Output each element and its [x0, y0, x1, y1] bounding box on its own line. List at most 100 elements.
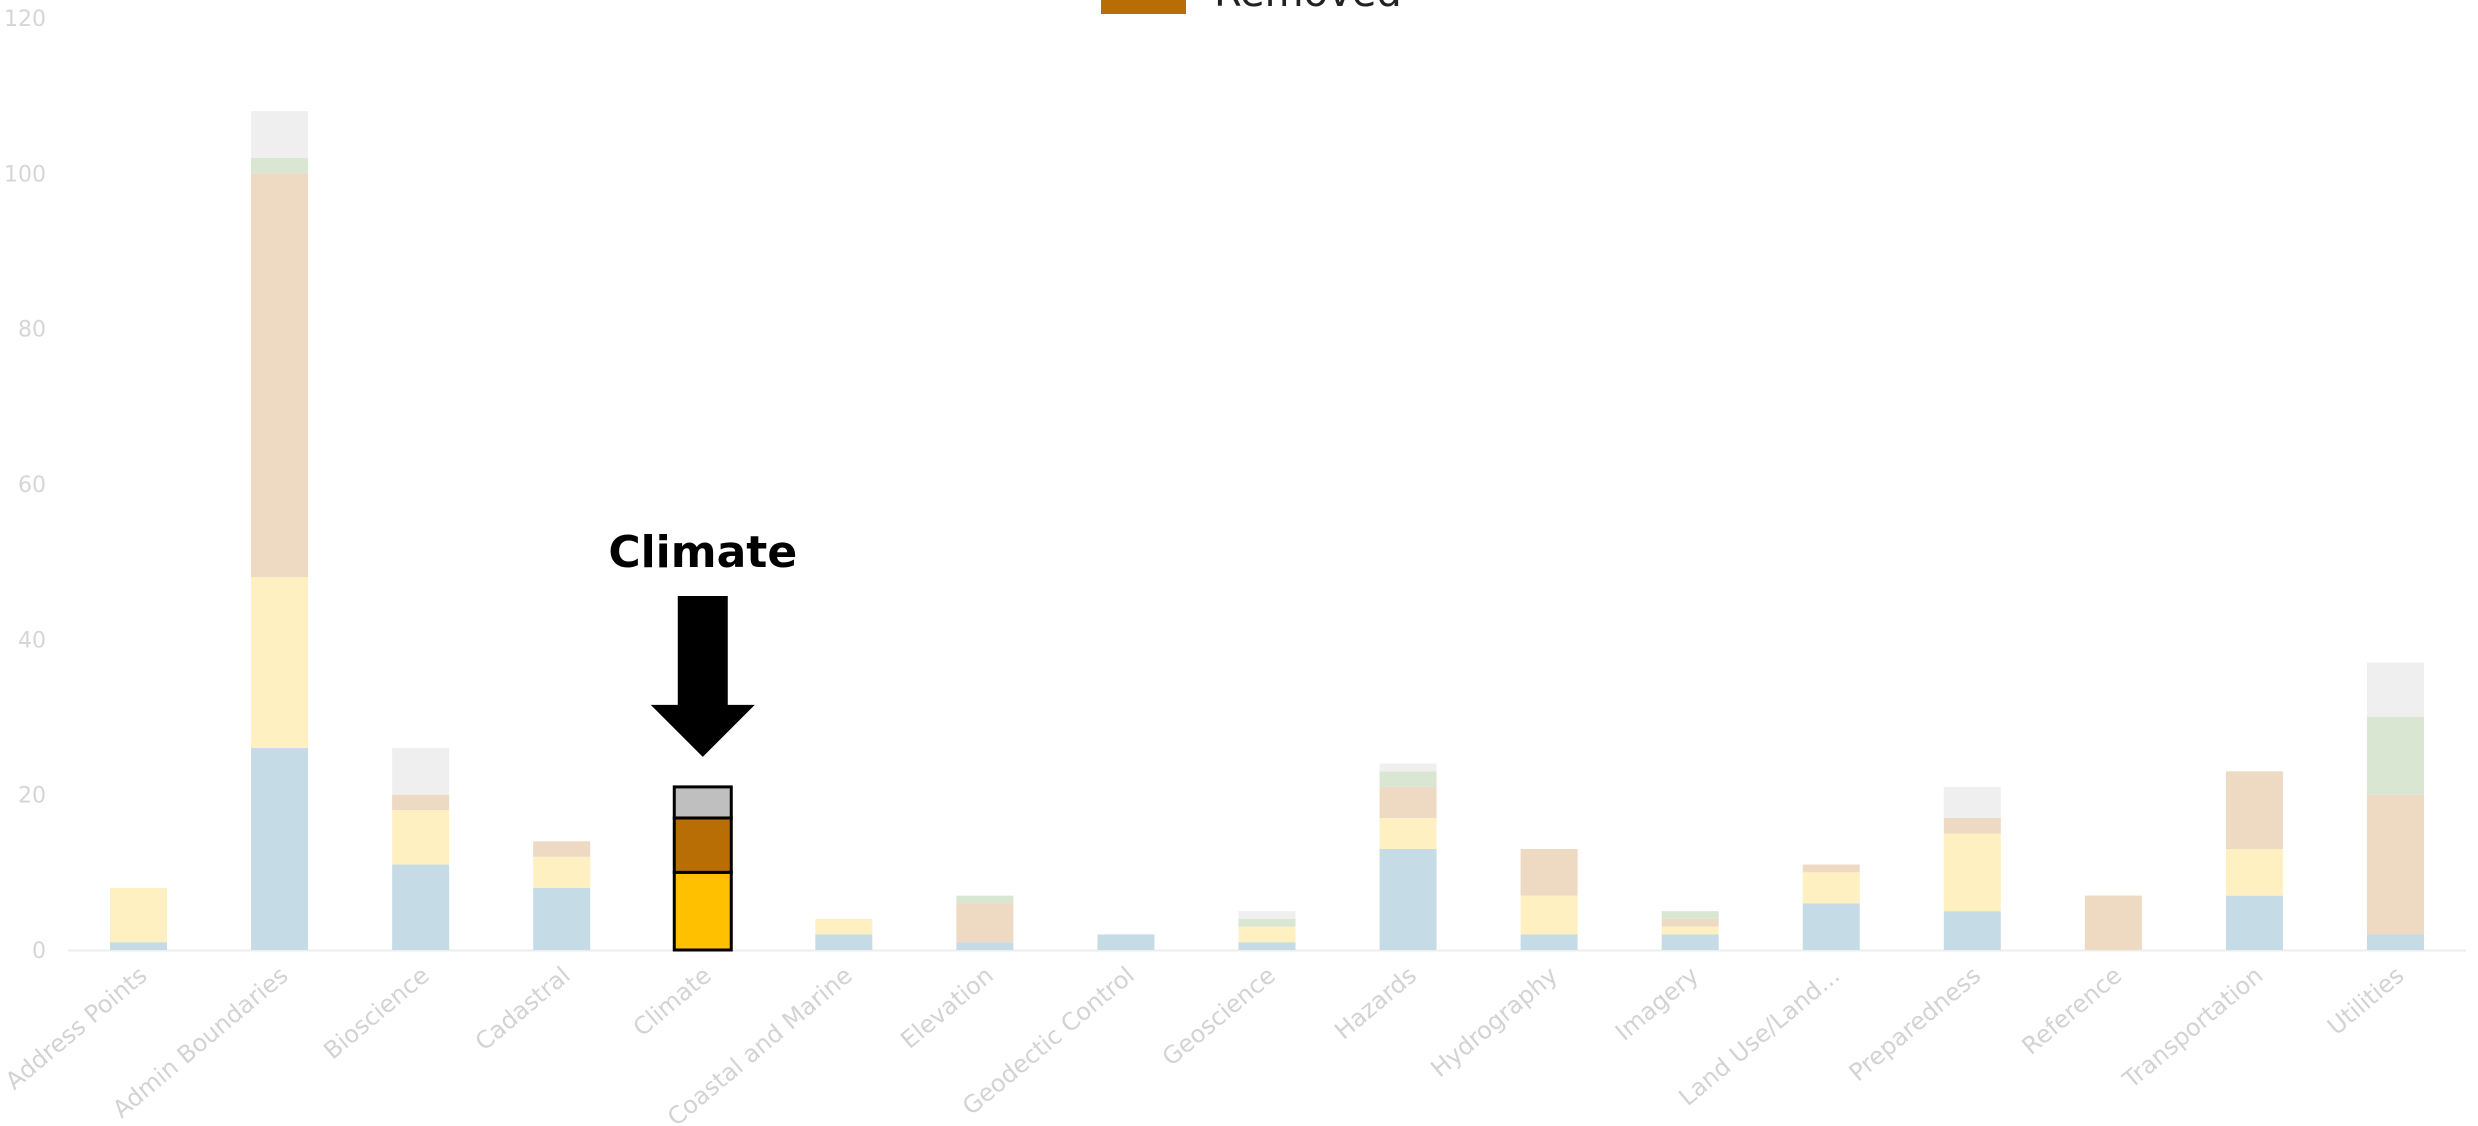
callout-arrow	[650, 596, 755, 757]
x-tick-label: Geoscience	[1157, 961, 1281, 1071]
bar-stack	[1379, 763, 1437, 950]
bar-segment	[1661, 911, 1719, 919]
bar-segment	[2366, 662, 2424, 717]
bar-segment	[1379, 771, 1437, 787]
bar-segment	[392, 810, 450, 865]
bar-segment	[815, 934, 873, 950]
x-tick-label: Climate	[628, 961, 717, 1042]
bar-segment	[2366, 794, 2424, 935]
legend-swatch	[1101, 0, 1186, 14]
bar-segment	[956, 895, 1014, 904]
bar-segment	[1520, 895, 1578, 935]
bar-segment	[1802, 872, 1860, 904]
bar-segment	[251, 111, 309, 158]
x-tick-label: Reference	[2017, 961, 2128, 1060]
bar-segment	[392, 864, 450, 950]
bar-segment	[1379, 786, 1437, 818]
bar-segment	[110, 942, 168, 950]
x-tick-label: Bioscience	[318, 961, 434, 1065]
bar-stack	[533, 841, 591, 950]
bar-segment	[672, 870, 733, 952]
y-tick-label: 60	[18, 473, 46, 498]
bar-stack	[1520, 849, 1578, 950]
bar-stack	[1802, 864, 1860, 950]
bar-segment	[1943, 911, 2001, 950]
bar-segment	[956, 903, 1014, 943]
bar-stack	[1661, 911, 1719, 950]
x-tick-label: Transportation	[2117, 961, 2269, 1094]
bar-stack	[2366, 662, 2424, 950]
bar-segment	[251, 157, 309, 174]
bar-segment	[815, 918, 873, 935]
bars	[110, 111, 2424, 952]
x-tick-label: Cadastral	[470, 961, 576, 1056]
y-axis: 0 20 40 60 80 100 120	[4, 7, 46, 964]
bar-segment	[672, 816, 733, 874]
y-tick-label: 80	[18, 318, 46, 343]
x-tick-label: Imagery	[1610, 961, 1704, 1046]
bar-segment	[1379, 817, 1437, 850]
bar-segment	[1802, 864, 1860, 873]
bar-segment	[251, 577, 309, 749]
bar-segment	[1661, 934, 1719, 950]
legend-label: Removed	[1214, 0, 1402, 16]
bar-segment	[392, 794, 450, 811]
x-tick-label: Utilities	[2322, 961, 2409, 1041]
bar-segment	[1661, 926, 1719, 935]
y-tick-label: 20	[18, 784, 46, 809]
bar-segment	[1520, 849, 1578, 896]
bar-segment	[2084, 895, 2142, 950]
legend: Removed	[1101, 0, 1402, 16]
bar-stack	[815, 918, 873, 950]
bar-stack	[672, 785, 733, 952]
bar-stack	[956, 895, 1014, 950]
bar-segment	[1238, 926, 1296, 943]
bar-stack	[392, 748, 450, 950]
bar-segment	[1238, 942, 1296, 950]
bar-stack	[2225, 771, 2283, 950]
bar-segment	[1379, 849, 1437, 950]
bar-segment	[1520, 934, 1578, 950]
x-tick-label: Elevation	[895, 961, 998, 1054]
bar-segment	[2366, 934, 2424, 950]
bar-stack	[251, 111, 309, 950]
y-tick-label: 40	[18, 628, 46, 653]
callout: Climate	[608, 527, 797, 757]
bar-segment	[1238, 911, 1296, 919]
bar-stack	[1238, 911, 1296, 950]
bar-stack	[110, 887, 168, 950]
x-tick-label: Hydrography	[1425, 961, 1562, 1083]
bar-segment	[1661, 918, 1719, 927]
bar-segment	[533, 841, 591, 857]
bar-segment	[1802, 903, 1860, 950]
x-tick-label: Preparedness	[1844, 961, 1986, 1087]
bar-segment	[251, 748, 309, 950]
x-tick-label: Address Points	[0, 961, 152, 1095]
legend-item: Removed	[1101, 0, 1402, 16]
bar-stack	[1943, 786, 2001, 950]
bar-segment	[1943, 786, 2001, 818]
bar-segment	[1943, 833, 2001, 912]
bar-segment	[672, 785, 733, 820]
bar-segment	[956, 942, 1014, 950]
bar-segment	[1943, 817, 2001, 834]
bar-segment	[2225, 771, 2283, 850]
bar-segment	[1238, 918, 1296, 927]
bar-segment	[251, 173, 309, 578]
y-tick-label: 120	[4, 7, 46, 32]
bar-segment	[110, 887, 168, 943]
bar-segment	[2225, 895, 2283, 950]
bar-segment	[1379, 763, 1437, 772]
bar-segment	[2366, 717, 2424, 795]
y-tick-label: 0	[32, 939, 46, 964]
x-tick-label: Hazards	[1329, 961, 1421, 1045]
bar-segment	[533, 887, 591, 950]
callout-label: Climate	[608, 527, 797, 578]
bar-stack	[1097, 934, 1155, 950]
bar-segment	[392, 748, 450, 795]
y-tick-label: 100	[4, 162, 46, 187]
bar-segment	[2225, 849, 2283, 896]
bar-segment	[1097, 934, 1155, 950]
bar-segment	[533, 856, 591, 888]
